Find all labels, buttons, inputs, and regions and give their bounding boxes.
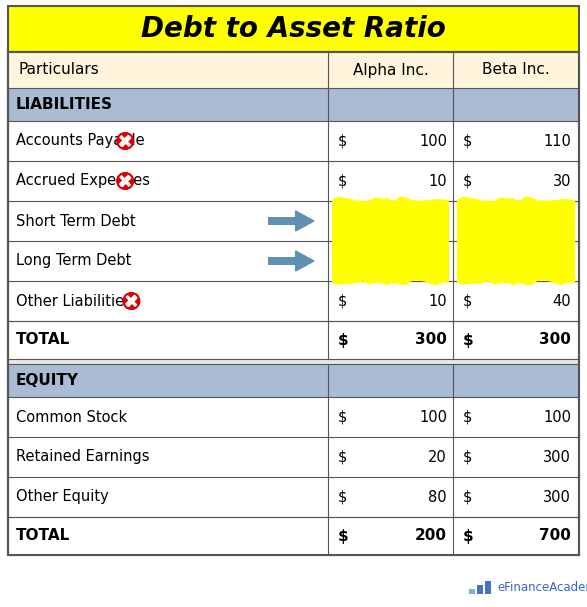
- Bar: [8, 359, 579, 364]
- Bar: [268, 217, 296, 225]
- Text: Beta Inc.: Beta Inc.: [482, 63, 550, 78]
- Text: $: $: [463, 450, 473, 464]
- Bar: [485, 581, 491, 594]
- PathPatch shape: [457, 237, 575, 285]
- Text: 20: 20: [552, 214, 571, 228]
- Text: Particulars: Particulars: [18, 63, 99, 78]
- Text: 80: 80: [429, 489, 447, 504]
- Text: EQUITY: EQUITY: [16, 373, 79, 388]
- Text: $: $: [338, 450, 348, 464]
- Text: 700: 700: [539, 529, 571, 543]
- Text: Long Term Debt: Long Term Debt: [16, 254, 131, 268]
- Bar: [8, 364, 579, 397]
- Text: $: $: [463, 254, 473, 268]
- Text: 150: 150: [419, 254, 447, 268]
- Circle shape: [123, 293, 139, 309]
- Text: 10: 10: [429, 294, 447, 308]
- Bar: [8, 52, 579, 555]
- Bar: [8, 241, 579, 281]
- Text: 10: 10: [429, 174, 447, 189]
- Text: 100: 100: [419, 134, 447, 149]
- Text: TOTAL: TOTAL: [16, 529, 70, 543]
- Text: $: $: [338, 254, 348, 268]
- Bar: [8, 397, 579, 437]
- Text: $: $: [463, 410, 473, 424]
- Text: $: $: [338, 529, 349, 543]
- Text: Retained Earnings: Retained Earnings: [16, 450, 150, 464]
- Bar: [8, 88, 579, 121]
- Text: $: $: [463, 489, 473, 504]
- Text: Other Equity: Other Equity: [16, 489, 109, 504]
- PathPatch shape: [332, 197, 449, 245]
- Bar: [8, 52, 579, 88]
- Circle shape: [117, 173, 133, 189]
- Text: $: $: [463, 214, 473, 228]
- Text: 30: 30: [429, 214, 447, 228]
- Bar: [118, 174, 133, 188]
- Text: Debt to Asset Ratio: Debt to Asset Ratio: [141, 15, 446, 43]
- Text: $: $: [338, 134, 348, 149]
- Bar: [8, 201, 579, 241]
- Text: 100: 100: [543, 254, 571, 268]
- Bar: [8, 281, 579, 321]
- Text: $: $: [338, 410, 348, 424]
- Text: 100: 100: [419, 410, 447, 424]
- Bar: [8, 321, 579, 359]
- Polygon shape: [296, 251, 314, 271]
- Bar: [8, 121, 579, 161]
- Text: Short Term Debt: Short Term Debt: [16, 214, 136, 228]
- Text: Other Liabilities: Other Liabilities: [16, 294, 132, 308]
- Text: $: $: [463, 134, 473, 149]
- Bar: [8, 517, 579, 555]
- Text: 100: 100: [543, 410, 571, 424]
- Text: eFinanceAcademy.com: eFinanceAcademy.com: [497, 580, 587, 594]
- Text: 30: 30: [552, 174, 571, 189]
- Text: $: $: [463, 333, 474, 347]
- Text: Accounts Payable: Accounts Payable: [16, 134, 144, 149]
- Text: $: $: [338, 294, 348, 308]
- Text: Accrued Expenses: Accrued Expenses: [16, 174, 150, 189]
- Text: Common Stock: Common Stock: [16, 410, 127, 424]
- Text: $: $: [338, 214, 348, 228]
- Text: 110: 110: [543, 134, 571, 149]
- Bar: [124, 294, 139, 308]
- Circle shape: [117, 133, 133, 149]
- Text: $: $: [463, 529, 474, 543]
- Bar: [8, 477, 579, 517]
- Bar: [469, 589, 475, 594]
- Bar: [8, 6, 579, 52]
- Text: Alpha Inc.: Alpha Inc.: [353, 63, 429, 78]
- Text: $: $: [463, 294, 473, 308]
- Bar: [118, 134, 133, 149]
- Text: 40: 40: [552, 294, 571, 308]
- Bar: [8, 437, 579, 477]
- Text: $: $: [338, 333, 349, 347]
- Bar: [477, 585, 483, 594]
- Text: 300: 300: [543, 489, 571, 504]
- Text: 20: 20: [429, 450, 447, 464]
- Bar: [8, 161, 579, 201]
- Text: $: $: [338, 174, 348, 189]
- Text: $: $: [463, 174, 473, 189]
- PathPatch shape: [332, 237, 449, 285]
- Bar: [268, 257, 296, 265]
- Text: 300: 300: [539, 333, 571, 347]
- Text: LIABILITIES: LIABILITIES: [16, 97, 113, 112]
- Text: 300: 300: [415, 333, 447, 347]
- Text: TOTAL: TOTAL: [16, 333, 70, 347]
- Text: $: $: [338, 489, 348, 504]
- Text: 200: 200: [415, 529, 447, 543]
- Text: 300: 300: [543, 450, 571, 464]
- Polygon shape: [296, 211, 314, 231]
- PathPatch shape: [457, 197, 575, 245]
